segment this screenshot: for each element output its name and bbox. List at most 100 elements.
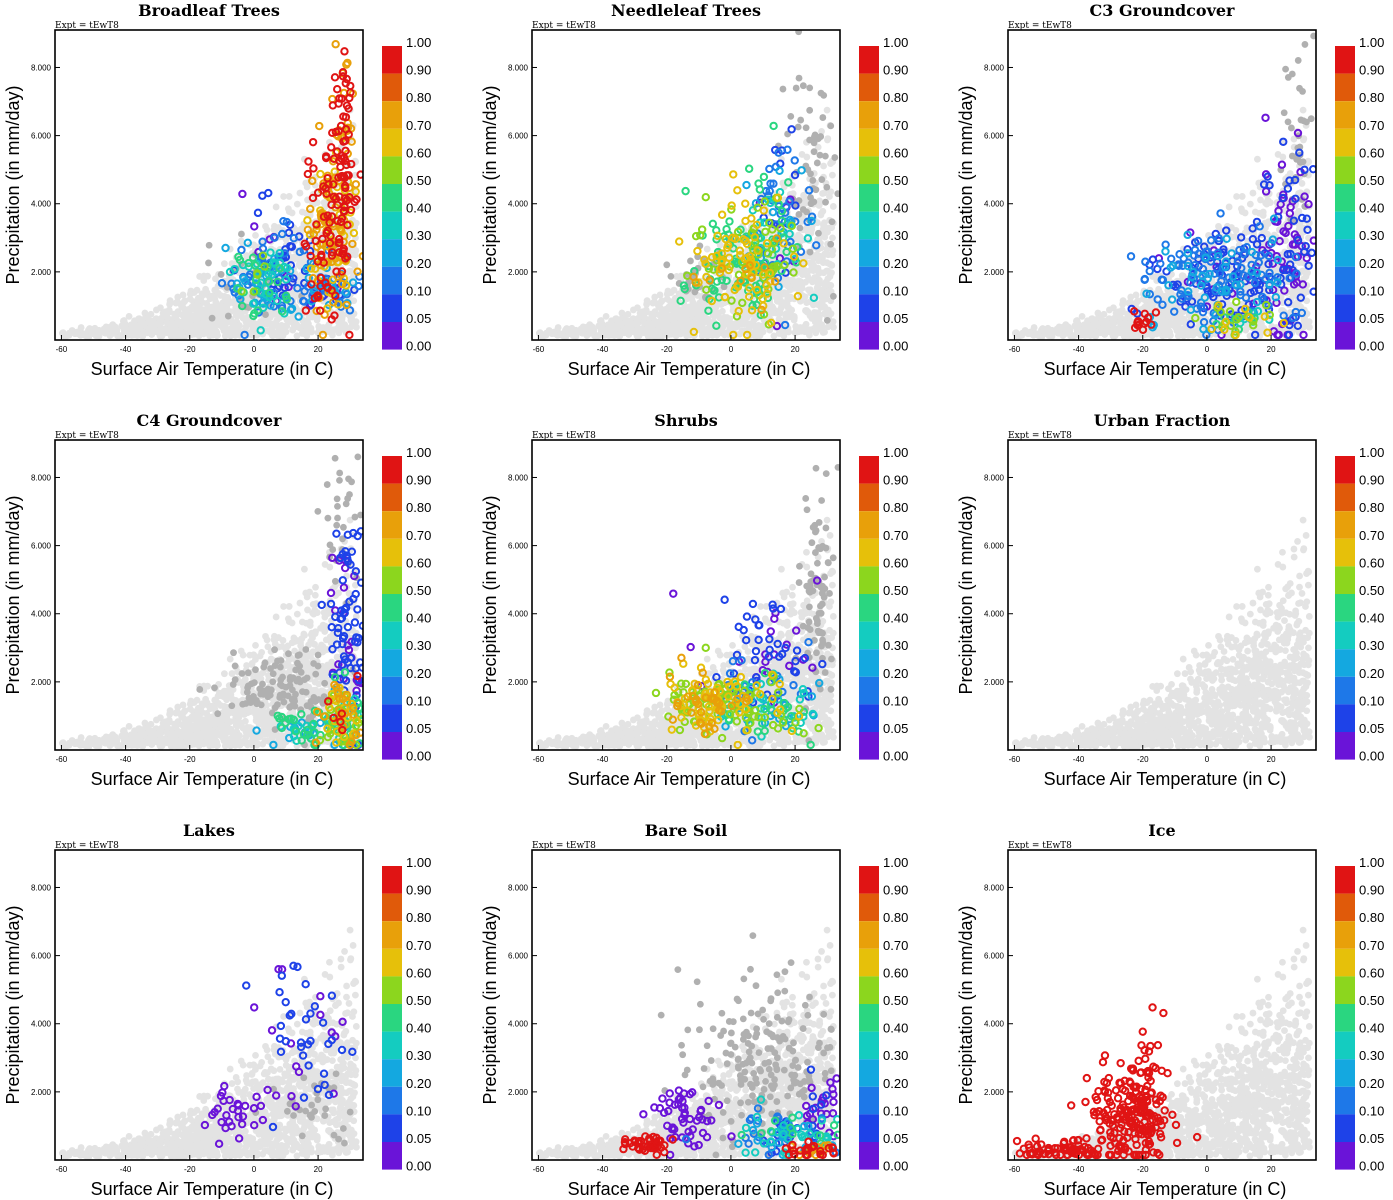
bg-point xyxy=(1115,312,1122,319)
data-point xyxy=(717,210,727,219)
colorbar-segment xyxy=(859,128,879,157)
data-point xyxy=(217,279,227,288)
x-tick-label: 20 xyxy=(314,345,323,354)
bg-point xyxy=(820,162,827,170)
bg-point xyxy=(242,323,250,331)
data-point xyxy=(797,116,805,124)
bg-point xyxy=(278,321,285,329)
bg-point xyxy=(1264,220,1272,227)
data-point xyxy=(774,148,783,157)
data-point xyxy=(267,270,276,279)
bg-point xyxy=(629,306,637,314)
bg-point xyxy=(143,328,151,336)
bg-point xyxy=(252,231,259,239)
colorbar-segment xyxy=(382,294,402,322)
bg-point xyxy=(783,310,790,317)
bg-point xyxy=(1255,209,1263,217)
bg-point xyxy=(802,320,810,328)
x-tick-label: -20 xyxy=(661,345,673,354)
data-point xyxy=(745,292,754,301)
data-point xyxy=(751,238,760,247)
bg-point xyxy=(666,312,674,319)
data-point xyxy=(760,218,769,227)
bg-point xyxy=(560,333,568,340)
data-point xyxy=(828,218,836,226)
colorbar-label: 0.40 xyxy=(883,201,908,216)
data-point xyxy=(769,179,778,188)
bg-point xyxy=(293,200,301,208)
data-point xyxy=(273,296,282,306)
bg-point xyxy=(827,310,835,318)
bg-point xyxy=(668,305,676,312)
bg-point xyxy=(219,315,227,322)
colorbar: 1.000.900.800.700.600.500.400.300.200.10… xyxy=(382,35,431,354)
data-point xyxy=(724,241,733,250)
data-point xyxy=(691,288,699,296)
data-point xyxy=(253,270,262,279)
data-point xyxy=(257,288,266,297)
bg-point xyxy=(766,306,774,314)
data-point xyxy=(717,264,727,273)
bg-point xyxy=(819,259,827,266)
data-point xyxy=(273,277,282,287)
bg-point xyxy=(810,261,817,269)
colorbar-label: 0.90 xyxy=(883,63,908,78)
data-point xyxy=(338,68,348,77)
data-point xyxy=(315,306,325,315)
data-point xyxy=(351,180,361,189)
data-point xyxy=(795,210,803,218)
bg-point xyxy=(221,294,229,302)
data-point xyxy=(764,284,773,294)
bg-point xyxy=(1132,291,1140,299)
bg-point xyxy=(672,332,680,340)
data-point xyxy=(352,195,361,204)
data-point xyxy=(339,246,348,256)
data-point xyxy=(275,264,284,273)
data-point xyxy=(747,273,756,283)
bg-point xyxy=(680,326,688,334)
data-point xyxy=(750,233,759,242)
data-point xyxy=(344,104,353,113)
bg-point xyxy=(329,331,336,339)
bg-point xyxy=(1289,290,1297,298)
bg-point xyxy=(602,313,610,320)
bg-point xyxy=(1296,221,1303,229)
bg-point xyxy=(787,294,794,302)
bg-point xyxy=(774,297,782,305)
data-point xyxy=(346,81,355,91)
data-point xyxy=(279,216,288,226)
bg-point xyxy=(794,324,802,332)
data-point xyxy=(317,250,326,260)
data-point xyxy=(754,250,763,259)
bg-point xyxy=(167,333,175,340)
data-point xyxy=(829,292,837,300)
data-point xyxy=(264,277,274,286)
data-point xyxy=(663,261,671,269)
data-point xyxy=(260,262,269,271)
data-point xyxy=(238,230,245,238)
data-point xyxy=(779,85,787,93)
bg-point xyxy=(1084,317,1091,325)
bg-point xyxy=(709,329,716,337)
data-point xyxy=(337,171,347,181)
data-point xyxy=(765,218,774,227)
colorbar-segment xyxy=(382,239,402,267)
bg-point xyxy=(823,106,831,114)
data-point xyxy=(819,114,827,121)
data-point xyxy=(313,257,323,266)
data-point xyxy=(316,219,326,229)
bg-point xyxy=(798,284,806,292)
data-point xyxy=(249,287,259,296)
data-point xyxy=(809,293,819,302)
bg-point xyxy=(186,290,194,298)
data-point xyxy=(745,283,754,292)
bg-point xyxy=(283,322,291,330)
bg-point xyxy=(353,323,360,331)
colorbar-segment xyxy=(859,322,879,350)
bg-point xyxy=(1178,327,1186,334)
data-point xyxy=(780,320,790,330)
bg-point xyxy=(1148,332,1156,340)
bg-point xyxy=(828,224,836,232)
